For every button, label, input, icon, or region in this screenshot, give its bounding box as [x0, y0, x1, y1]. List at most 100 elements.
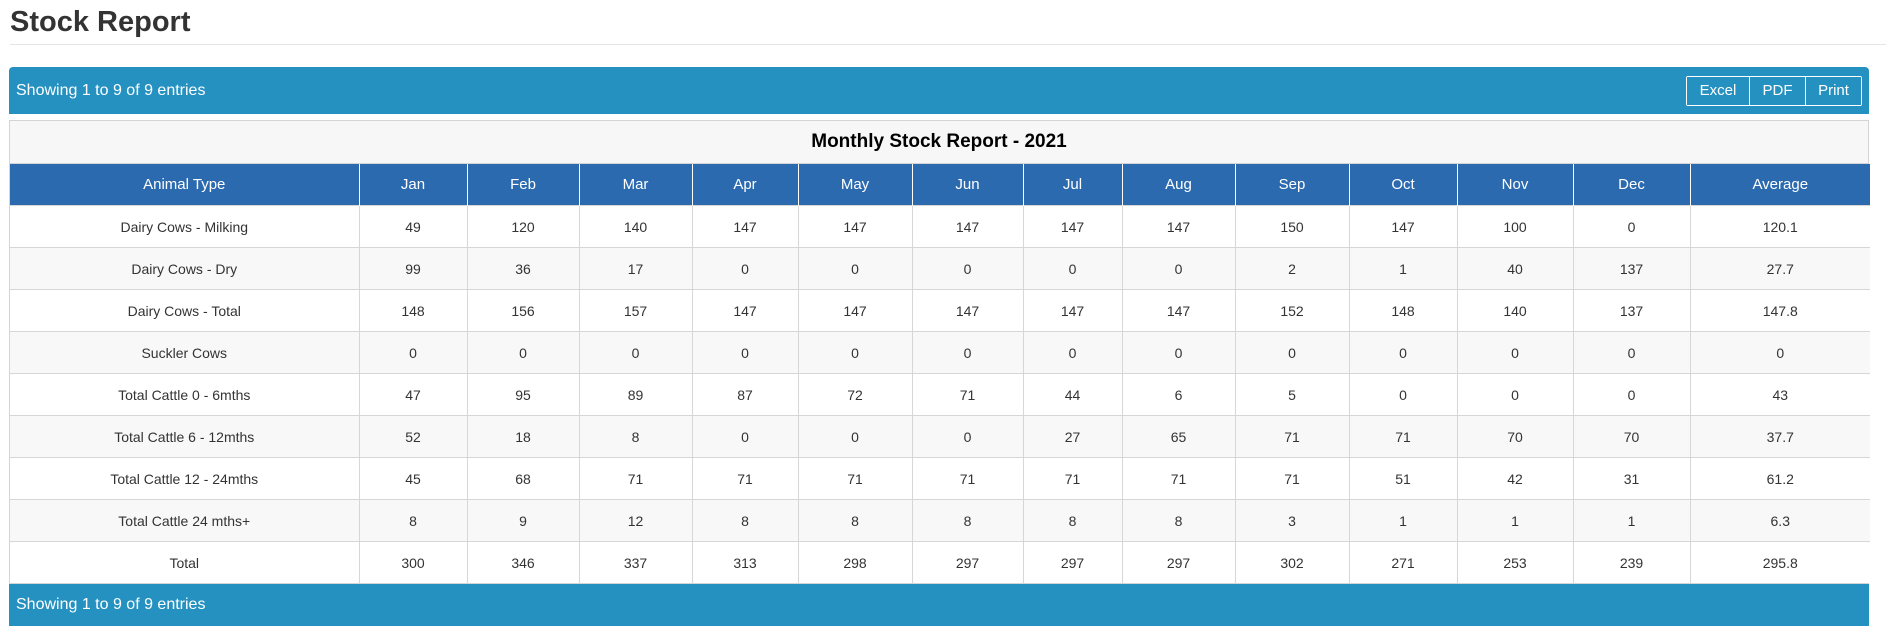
table-cell: 42 [1457, 457, 1574, 500]
table-row: Suckler Cows 0 0 0 0 0 0 0 0 0 0 0 0 0 [10, 331, 1870, 374]
table-cell: 137 [1573, 289, 1691, 332]
table-cell: 0 [1349, 331, 1458, 374]
column-header: Jun [912, 164, 1024, 206]
table-cell: 3 [1235, 499, 1350, 542]
table-cell: 0 [798, 331, 913, 374]
table-cell: 71 [1122, 457, 1236, 500]
table-cell: 100 [1457, 205, 1574, 248]
column-header: Aug [1122, 164, 1236, 206]
column-header: May [798, 164, 913, 206]
table-cell: 137 [1573, 247, 1691, 290]
table-cell: 156 [467, 289, 580, 332]
table-cell: 8 [1023, 499, 1123, 542]
table-cell: 0 [1023, 247, 1123, 290]
table-cell: 120.1 [1690, 205, 1870, 248]
table-cell: 297 [1122, 541, 1236, 583]
table-footer: Showing 1 to 9 of 9 entries [9, 584, 1869, 626]
table-cell: 148 [359, 289, 468, 332]
table-cell: 0 [692, 247, 799, 290]
entries-info: Showing 1 to 9 of 9 entries [16, 81, 206, 99]
table-cell: 70 [1457, 415, 1574, 458]
table-cell: 71 [912, 373, 1024, 416]
table-cell: 71 [1349, 415, 1458, 458]
table-cell: 147.8 [1690, 289, 1870, 332]
table-row: Total Cattle 24 mths+ 8 9 12 8 8 8 8 8 3 1 1 1 6.3 [10, 499, 1870, 542]
table-cell: 0 [1457, 373, 1574, 416]
animal-type-cell: Suckler Cows [10, 331, 360, 374]
table-cell: 148 [1349, 289, 1458, 332]
table-cell: 45 [359, 457, 468, 500]
table-cell: 71 [579, 457, 693, 500]
table-row: Dairy Cows - Dry 99 36 17 0 0 0 0 0 2 1 40 137 27.7 [10, 247, 1870, 290]
table-cell: 40 [1457, 247, 1574, 290]
table-cell: 147 [1122, 289, 1236, 332]
table-cell: 2 [1235, 247, 1350, 290]
column-header: Sep [1235, 164, 1350, 206]
column-header: Animal Type [10, 164, 360, 206]
column-header: Jul [1023, 164, 1123, 206]
table-cell: 68 [467, 457, 580, 500]
table-cell: 44 [1023, 373, 1123, 416]
table-cell: 8 [798, 499, 913, 542]
table-row: Dairy Cows - Total 148 156 157 147 147 147 147 1… [10, 289, 1870, 332]
table-cell: 52 [359, 415, 468, 458]
column-header: Apr [692, 164, 799, 206]
table-cell: 6 [1122, 373, 1236, 416]
table-cell: 0 [798, 415, 913, 458]
table-cell: 27.7 [1690, 247, 1870, 290]
table-cell: 147 [1023, 289, 1123, 332]
table-cell: 147 [798, 289, 913, 332]
table-cell: 147 [912, 205, 1024, 248]
column-header: Nov [1457, 164, 1574, 206]
table-cell: 71 [1235, 457, 1350, 500]
table-cell: 8 [912, 499, 1024, 542]
table-cell: 17 [579, 247, 693, 290]
table-row: Total Cattle 0 - 6mths 47 95 89 87 72 71 44 6 5 0 0… [10, 373, 1870, 416]
table-cell: 0 [467, 331, 580, 374]
table-cell: 89 [579, 373, 693, 416]
table-cell: 1 [1349, 499, 1458, 542]
pdf-export-button[interactable]: PDF [1749, 76, 1805, 105]
table-cell: 31 [1573, 457, 1691, 500]
table-cell: 253 [1457, 541, 1574, 583]
animal-type-cell: Total Cattle 0 - 6mths [10, 373, 360, 416]
table-cell: 0 [1122, 247, 1236, 290]
table-cell: 295.8 [1690, 541, 1870, 583]
table-cell: 43 [1690, 373, 1870, 416]
table-cell: 47 [359, 373, 468, 416]
table-cell: 0 [1349, 373, 1458, 416]
table-cell: 300 [359, 541, 468, 583]
table-caption: Monthly Stock Report - 2021 [10, 121, 1868, 164]
table-cell: 298 [798, 541, 913, 583]
table-cell: 51 [1349, 457, 1458, 500]
export-button-group: Excel PDF Print [1686, 75, 1862, 106]
page-title: Stock Report [10, 6, 191, 38]
animal-type-cell: Dairy Cows - Total [10, 289, 360, 332]
table-cell: 49 [359, 205, 468, 248]
column-header: Jan [359, 164, 468, 206]
table-toolbar: Showing 1 to 9 of 9 entries Excel PDF Pr… [9, 67, 1869, 114]
table-cell: 0 [1457, 331, 1574, 374]
table-cell: 65 [1122, 415, 1236, 458]
table-header-row: Animal Type Jan Feb Mar Apr May Jun Jul Aug Sep Oc… [10, 164, 1870, 206]
table-cell: 12 [579, 499, 693, 542]
print-button[interactable]: Print [1805, 76, 1861, 105]
animal-type-cell: Total Cattle 24 mths+ [10, 499, 360, 542]
table-cell: 99 [359, 247, 468, 290]
table-frame: Monthly Stock Report - 2021 [9, 120, 1870, 584]
table-cell: 0 [912, 331, 1024, 374]
animal-type-cell: Total Cattle 12 - 24mths [10, 457, 360, 500]
table-cell: 302 [1235, 541, 1350, 583]
table-cell: 71 [912, 457, 1024, 500]
table-cell: 8 [1122, 499, 1236, 542]
table-cell: 0 [1573, 373, 1691, 416]
table-cell: 0 [1573, 331, 1691, 374]
table-cell: 0 [1023, 331, 1123, 374]
animal-type-cell: Total [10, 541, 360, 583]
table-cell: 5 [1235, 373, 1350, 416]
excel-export-button[interactable]: Excel [1687, 76, 1749, 105]
table-cell: 9 [467, 499, 580, 542]
table-cell: 61.2 [1690, 457, 1870, 500]
table-cell: 0 [912, 247, 1024, 290]
